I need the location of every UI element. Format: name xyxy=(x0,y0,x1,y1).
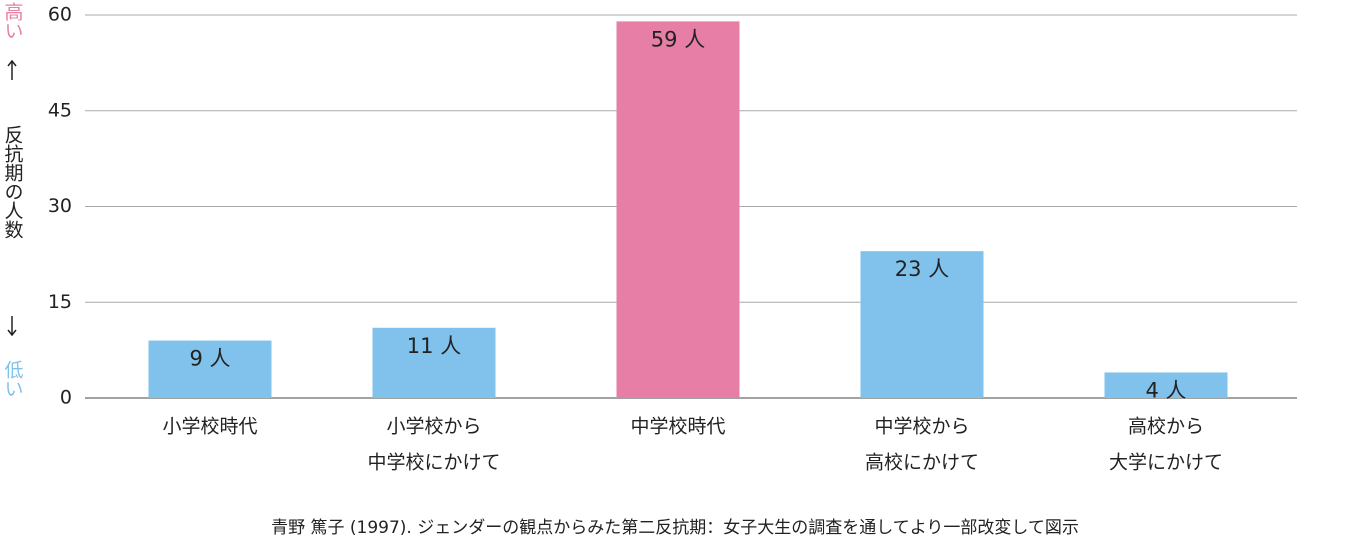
x-tick-label: 中学校から xyxy=(874,416,969,438)
source-note: 青野 篤子 (1997). ジェンダーの観点からみた第二反抗期：女子大生の調査を… xyxy=(271,518,1079,538)
value-label: 11 人 xyxy=(407,334,461,358)
bar xyxy=(148,340,272,398)
bar xyxy=(1104,372,1228,398)
y-tick-label: 30 xyxy=(48,195,72,217)
x-tick-label: 小学校時代 xyxy=(162,416,257,438)
y-tick-label: 0 xyxy=(60,387,72,409)
up-arrow xyxy=(7,59,17,80)
down-arrow xyxy=(7,316,17,337)
x-tick-label: 高校から xyxy=(1128,416,1204,438)
x-tick-label: 小学校から xyxy=(386,416,481,438)
bar xyxy=(372,327,496,398)
y-tick-label: 45 xyxy=(48,99,72,121)
value-label: 59 人 xyxy=(651,27,705,51)
y-label-high: 高い xyxy=(2,2,24,40)
value-label: 23 人 xyxy=(895,257,949,281)
y-tick-label: 15 xyxy=(48,291,72,313)
x-tick-label: 高校にかけて xyxy=(865,452,979,474)
value-label: 9 人 xyxy=(189,347,230,371)
x-tick-label: 大学にかけて xyxy=(1109,452,1223,474)
x-tick-label: 中学校時代 xyxy=(630,416,725,438)
x-tick-label: 中学校にかけて xyxy=(367,452,500,474)
y-label-low: 低い xyxy=(2,360,24,398)
value-label: 4 人 xyxy=(1145,378,1186,402)
bar xyxy=(860,251,984,398)
y-tick-label: 60 xyxy=(48,4,72,26)
y-label: 反抗期の人数 xyxy=(2,125,24,239)
bar xyxy=(616,21,740,399)
